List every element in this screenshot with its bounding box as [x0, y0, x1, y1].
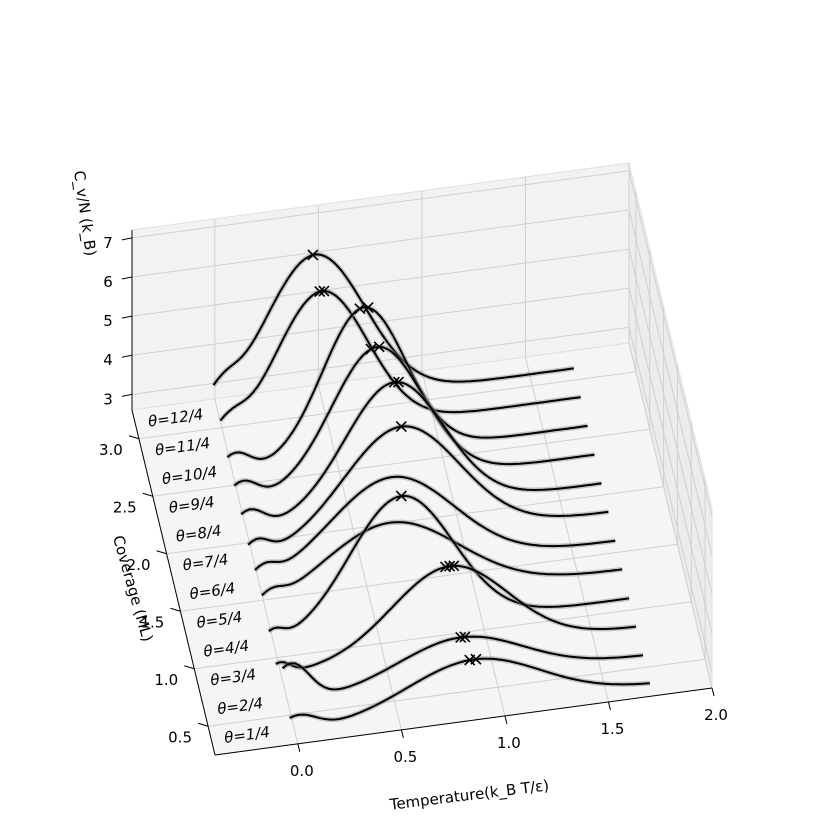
y-tick [128, 435, 140, 440]
x-tick [607, 701, 611, 711]
series-line [226, 306, 588, 461]
grid-line-y-floor [180, 543, 678, 612]
grid-line-z-back [131, 170, 630, 239]
y-tick [184, 665, 195, 670]
series-line [268, 494, 630, 632]
z-tick-label: 4 [103, 351, 113, 369]
x-tick-label: 1.0 [497, 734, 521, 752]
peak-marker [373, 341, 385, 353]
series-line [247, 425, 609, 546]
x-tick-label: 0.0 [290, 762, 314, 780]
peak-marker [395, 421, 407, 433]
y-tick-label: 2.5 [113, 498, 137, 516]
y-tick-label: 1.0 [154, 671, 178, 689]
x-tick [400, 729, 404, 738]
z-tick [121, 237, 133, 241]
series-line [275, 564, 637, 669]
peak-marker [395, 490, 407, 502]
series-line [254, 475, 616, 571]
series-line [212, 253, 574, 386]
z-tick [121, 276, 133, 280]
y-axis-title: Coverage (ML) [109, 533, 157, 643]
y-axis-line [131, 409, 216, 756]
series-line [240, 381, 602, 518]
y-tick-label: 1.5 [140, 613, 164, 631]
grid-line-y-floor [138, 371, 636, 440]
x-tick-label: 0.5 [393, 748, 417, 766]
grid-line-y-floor [194, 601, 692, 670]
series-line [219, 289, 581, 422]
peak-marker [459, 631, 471, 643]
y-tick-label: 3.0 [99, 441, 123, 459]
z-tick [121, 393, 133, 397]
grid-line-z-back [131, 287, 630, 356]
y-tick [142, 492, 153, 497]
y-tick-label: 2.0 [127, 556, 151, 574]
grid-line-z-right [628, 170, 713, 516]
x-axis-title: Temperature(k_B T/ε) [388, 776, 550, 815]
grid-line-x-floor [317, 384, 402, 730]
y-tick [197, 722, 209, 727]
x-tick-label: 2.0 [704, 706, 728, 724]
z-tick-label: 3 [103, 390, 113, 408]
grid-line-z-right [628, 248, 713, 595]
z-axis-title: C_v/N (k_B) [69, 169, 100, 257]
peak-marker [365, 343, 377, 355]
y-tick [156, 550, 167, 555]
y-tick-label: 0.5 [168, 728, 192, 746]
z-tick-label: 5 [103, 312, 113, 330]
series-line [281, 635, 644, 691]
z-tick-label: 7 [103, 234, 113, 252]
x-tick [711, 687, 715, 697]
peak-marker [388, 376, 400, 388]
peak-marker [455, 631, 467, 643]
peak-marker [318, 285, 330, 297]
series-line [261, 521, 623, 597]
z-tick [121, 315, 133, 319]
grid-line-z-back [131, 209, 630, 278]
peak-marker [307, 249, 319, 261]
grid-line-y-floor [208, 658, 706, 727]
peak-marker [392, 376, 405, 388]
grid-line-z-back [131, 248, 630, 317]
grid-line-x-floor [628, 342, 713, 689]
series-line [233, 345, 595, 488]
peak-marker [362, 301, 374, 314]
peak-marker [314, 286, 326, 298]
x-tick [504, 715, 508, 725]
grid-line-z-right [628, 327, 713, 673]
z-tick [121, 354, 133, 358]
y-tick [170, 607, 181, 612]
peak-marker [444, 560, 456, 572]
grid-line-z-right [628, 209, 713, 556]
x-tick [297, 743, 301, 752]
peak-marker [470, 653, 482, 665]
x-tick-label: 1.5 [601, 720, 625, 738]
z-tick-label: 6 [103, 273, 113, 291]
grid-line-z-right [628, 288, 713, 634]
peak-marker [448, 560, 460, 572]
grid-line-x-floor [524, 356, 609, 703]
